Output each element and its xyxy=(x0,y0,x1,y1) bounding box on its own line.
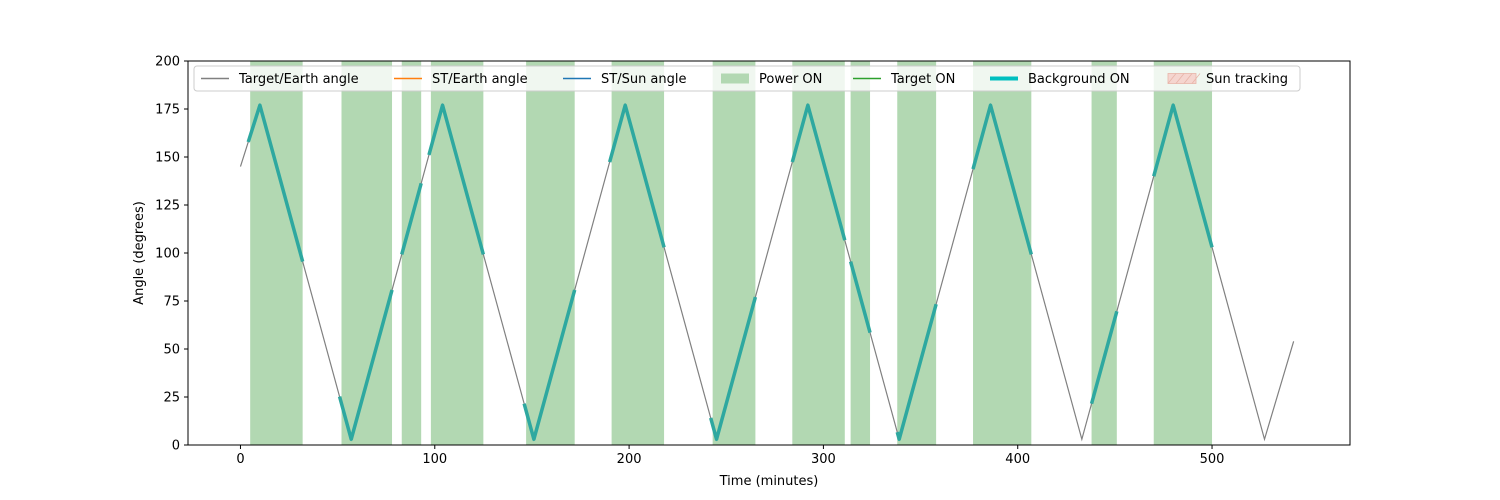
power-on-span xyxy=(250,61,303,445)
legend-label: Sun tracking xyxy=(1206,72,1288,87)
legend-entry: Sun tracking xyxy=(1167,72,1288,87)
power-on-span xyxy=(526,61,575,445)
background-on-segment xyxy=(427,103,486,255)
y-tick-label: 150 xyxy=(155,151,180,166)
legend-entry: ST/Sun angle xyxy=(563,72,687,87)
legend: Target/Earth angle ST/Earth angle ST/Sun a… xyxy=(193,65,1301,92)
background-on-segment xyxy=(400,182,423,255)
background-on-segment xyxy=(895,303,938,441)
background-on-segment xyxy=(607,103,666,248)
background-on-segments xyxy=(246,103,1214,441)
y-axis-label: Angle (degrees) xyxy=(132,201,147,305)
x-tick-label: 100 xyxy=(422,452,447,467)
power-on-span xyxy=(850,61,871,445)
x-tick-label: 500 xyxy=(1200,452,1225,467)
x-tick-label: 0 xyxy=(236,452,244,467)
power-on-span xyxy=(712,61,756,445)
power-on-span xyxy=(792,61,845,445)
power-on-span xyxy=(430,61,484,445)
background-on-segment xyxy=(971,103,1034,255)
legend-hatch xyxy=(1167,73,1177,84)
y-tick-label: 25 xyxy=(163,391,180,406)
legend-label: Target/Earth angle xyxy=(238,72,359,87)
legend-hatch xyxy=(1175,73,1185,84)
legend-hatch xyxy=(1183,73,1193,84)
y-tick-label: 75 xyxy=(163,295,180,310)
x-tick-label: 300 xyxy=(811,452,836,467)
power-on-span xyxy=(897,61,937,445)
target-earth-angle-line xyxy=(239,102,1295,442)
power-on-span xyxy=(973,61,1032,445)
y-tick-label: 0 xyxy=(172,439,180,454)
legend-label: ST/Sun angle xyxy=(601,72,687,87)
x-axis-ticks: 0 100 200 300 400 500 xyxy=(236,445,1224,467)
background-on-segment xyxy=(522,289,577,441)
power-on-span xyxy=(1091,61,1117,445)
background-on-segment xyxy=(848,261,872,334)
legend-entry: ST/Earth angle xyxy=(394,72,528,87)
background-on-segment xyxy=(337,289,394,441)
power-on-span xyxy=(611,61,665,445)
background-on-segment xyxy=(790,103,847,241)
legend-label: Target ON xyxy=(890,72,955,87)
y-tick-label: 125 xyxy=(155,199,180,214)
y-axis-ticks: 0 25 50 75 100 125 150 175 200 xyxy=(155,55,188,454)
x-tick-label: 400 xyxy=(1005,452,1030,467)
series-line xyxy=(239,102,1295,442)
power-on-span xyxy=(1153,61,1213,445)
legend-entry: Target/Earth angle xyxy=(201,72,359,87)
background-on-segment xyxy=(246,103,305,262)
legend-hatch xyxy=(1191,73,1201,84)
legend-swatch xyxy=(721,73,749,84)
background-on-segment xyxy=(1089,310,1119,405)
background-on-segment xyxy=(1152,103,1214,248)
y-tick-label: 100 xyxy=(155,247,180,262)
x-axis-label: Time (minutes) xyxy=(719,474,819,489)
background-on-segment xyxy=(709,296,758,441)
y-tick-label: 200 xyxy=(155,55,180,70)
legend-entry: Target ON xyxy=(853,72,955,87)
legend-entry: Background ON xyxy=(990,72,1130,87)
y-tick-label: 175 xyxy=(155,103,180,118)
legend-label: Power ON xyxy=(759,72,822,87)
power-on-span xyxy=(401,61,422,445)
x-tick-label: 200 xyxy=(617,452,642,467)
legend-label: ST/Earth angle xyxy=(432,72,528,87)
legend-label: Background ON xyxy=(1028,72,1130,87)
y-tick-label: 50 xyxy=(163,343,180,358)
legend-entry: Power ON xyxy=(721,72,822,87)
